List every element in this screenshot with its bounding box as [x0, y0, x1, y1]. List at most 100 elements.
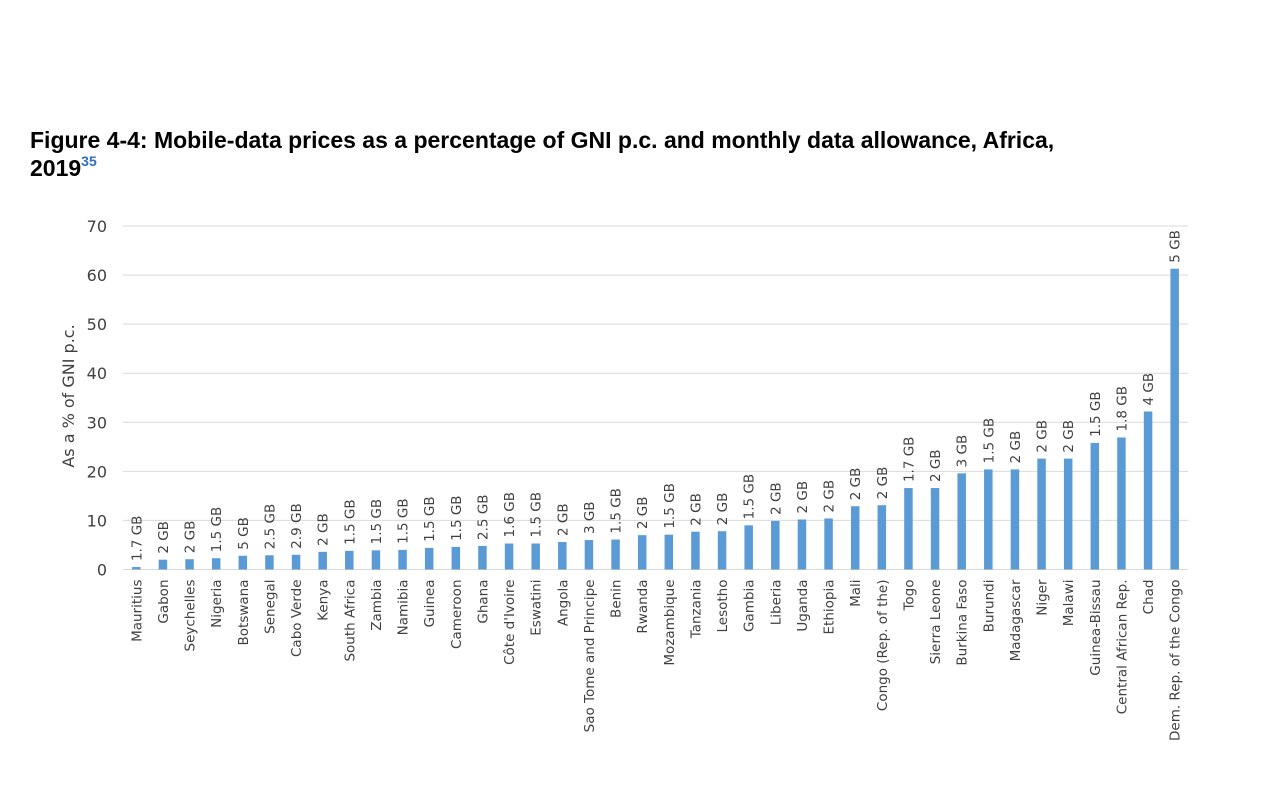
bar [398, 549, 407, 570]
data-label: 2 GB [156, 521, 172, 554]
y-axis-label: As a % of GNI p.c. [59, 324, 78, 467]
data-label: 1.5 GB [342, 499, 358, 544]
x-tick-label: Uganda [795, 580, 811, 632]
x-tick-label: Senegal [262, 580, 278, 634]
x-tick-label: Sierra Leone [928, 580, 944, 665]
bar [930, 488, 940, 570]
gridlines [123, 225, 1188, 570]
data-labels: 1.7 GB 2 GB 2 GB 1.5 GB 5 GB 2.5 GB 2.9 GB 2 GB… [129, 230, 1183, 561]
figure-title-year: 2019 [30, 155, 82, 181]
data-label: 1.8 GB [1114, 386, 1130, 431]
x-tick-label: Mozambique [662, 580, 678, 666]
x-tick-label: Guinea-Bissau [1088, 580, 1104, 676]
data-label: 1.6 GB [502, 492, 518, 537]
data-label: 2 GB [1061, 420, 1077, 453]
x-tick-label: Benin [609, 580, 625, 618]
bar [371, 550, 381, 570]
bar [132, 567, 141, 570]
bar [1037, 458, 1046, 570]
bar [904, 488, 913, 570]
y-tick-label: 10 [87, 511, 107, 530]
x-tick-label: Eswatini [529, 580, 545, 636]
bar [558, 542, 567, 570]
data-label: 2 GB [822, 480, 838, 513]
x-tick-label: Mauritius [129, 580, 145, 642]
y-tick-label: 30 [87, 413, 107, 432]
x-tick-label: Dem. Rep. of the Congo [1168, 580, 1184, 742]
data-label: 1.5 GB [981, 418, 997, 463]
data-label: 2 GB [715, 493, 731, 526]
bar [717, 531, 727, 570]
bar [1117, 437, 1126, 570]
bar [1170, 268, 1179, 570]
data-label: 1.5 GB [369, 499, 385, 544]
data-label: 1.5 GB [662, 483, 678, 528]
x-tick-label: Nigeria [209, 580, 225, 628]
figure-title-line2: 201935 [30, 154, 1280, 182]
x-tick-label: Namibia [396, 580, 412, 636]
data-label: 5 GB [1168, 230, 1184, 263]
bar [584, 540, 594, 570]
data-label: 2 GB [768, 482, 784, 515]
bar [744, 525, 753, 570]
data-label: 2 GB [635, 497, 651, 530]
y-tick-label: 70 [87, 217, 107, 236]
bars [132, 268, 1179, 570]
bar [265, 555, 274, 570]
bar [158, 559, 168, 570]
data-label: 2.5 GB [262, 504, 278, 549]
x-tick-label: Central African Rep. [1114, 580, 1130, 715]
x-tick-label: Ethiopia [822, 580, 838, 635]
bar [531, 543, 540, 570]
data-label: 4 GB [1141, 373, 1157, 406]
data-label: 2 GB [795, 481, 811, 514]
y-tick-label: 0 [97, 561, 107, 580]
x-tick-label: Malawi [1061, 580, 1077, 627]
bar [611, 539, 620, 570]
x-axis-labels: Mauritius Gabon Seychelles Nigeria Botswana S… [129, 579, 1183, 741]
footnote-reference-link[interactable]: 35 [81, 153, 97, 169]
data-label: 2.9 GB [289, 503, 305, 548]
x-tick-label: Niger [1035, 579, 1051, 616]
bar [877, 505, 887, 570]
bar [211, 558, 221, 570]
data-label: 1.7 GB [129, 516, 145, 561]
data-label: 2 GB [688, 493, 704, 526]
x-tick-label: Cabo Verde [289, 580, 305, 658]
x-tick-label: Seychelles [183, 580, 199, 652]
bar [1090, 442, 1100, 570]
bar [291, 554, 301, 570]
data-label: 2.5 GB [475, 494, 491, 539]
bar [824, 518, 833, 570]
x-tick-label: Burkina Faso [955, 580, 971, 666]
bar [345, 550, 354, 570]
data-label: 1.5 GB [609, 488, 625, 533]
x-tick-label: Liberia [768, 580, 784, 626]
bar [771, 520, 780, 570]
data-label: 1.5 GB [1088, 391, 1104, 436]
data-label: 2 GB [183, 521, 199, 554]
x-tick-label: Togo [901, 580, 917, 612]
data-label: 1.5 GB [529, 492, 545, 537]
data-label: 3 GB [582, 501, 598, 534]
data-label: 1.5 GB [422, 496, 438, 541]
bar [850, 506, 860, 570]
data-label: 2 GB [875, 467, 891, 500]
data-label: 2 GB [555, 503, 571, 536]
figure-title-line1: Figure 4-4: Mobile-data prices as a perc… [30, 127, 1055, 153]
bar [984, 469, 993, 570]
x-tick-label: Cameroon [449, 580, 465, 649]
x-tick-label: Congo (Rep. of the) [875, 580, 891, 712]
x-tick-label: Kenya [316, 580, 332, 621]
bar [451, 546, 461, 570]
bar [238, 555, 248, 570]
x-tick-label: Madagascar [1008, 579, 1024, 661]
bar [664, 534, 674, 570]
data-label: 5 GB [236, 517, 252, 550]
x-tick-label: Gabon [156, 580, 172, 624]
x-tick-label: Tanzania [688, 580, 704, 640]
data-label: 3 GB [955, 435, 971, 468]
bar [957, 473, 966, 570]
data-label: 1.5 GB [209, 507, 225, 552]
data-label: 2 GB [1008, 431, 1024, 464]
